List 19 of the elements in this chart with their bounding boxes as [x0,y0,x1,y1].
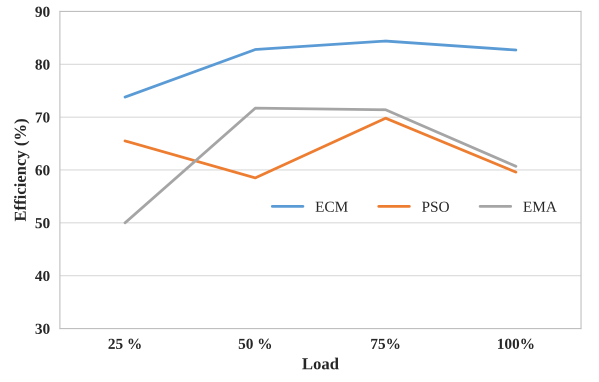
x-tick-label: 100% [498,338,534,350]
y-tick-label: 40 [35,270,50,282]
y-tick-label: 60 [35,165,50,176]
x-axis-title: Load [302,358,339,370]
legend-label: EMA [523,202,557,212]
x-tick-label: 50 % [238,338,272,350]
y-tick-label: 80 [35,59,50,70]
legend-label: ECM [316,202,348,212]
line-series [124,40,518,98]
y-tick-label: 90 [35,6,50,17]
x-tick-label: 75% [371,338,400,350]
line-series [124,116,518,180]
line-series [124,106,518,224]
y-axis-title: Efficiency (%) [14,119,30,222]
y-tick-label: 30 [35,324,50,334]
legend-label: PSO [422,202,449,212]
x-tick-label: 25 % [108,338,141,350]
y-tick-label: 70 [36,112,50,123]
y-tick-label: 50 [36,218,50,228]
